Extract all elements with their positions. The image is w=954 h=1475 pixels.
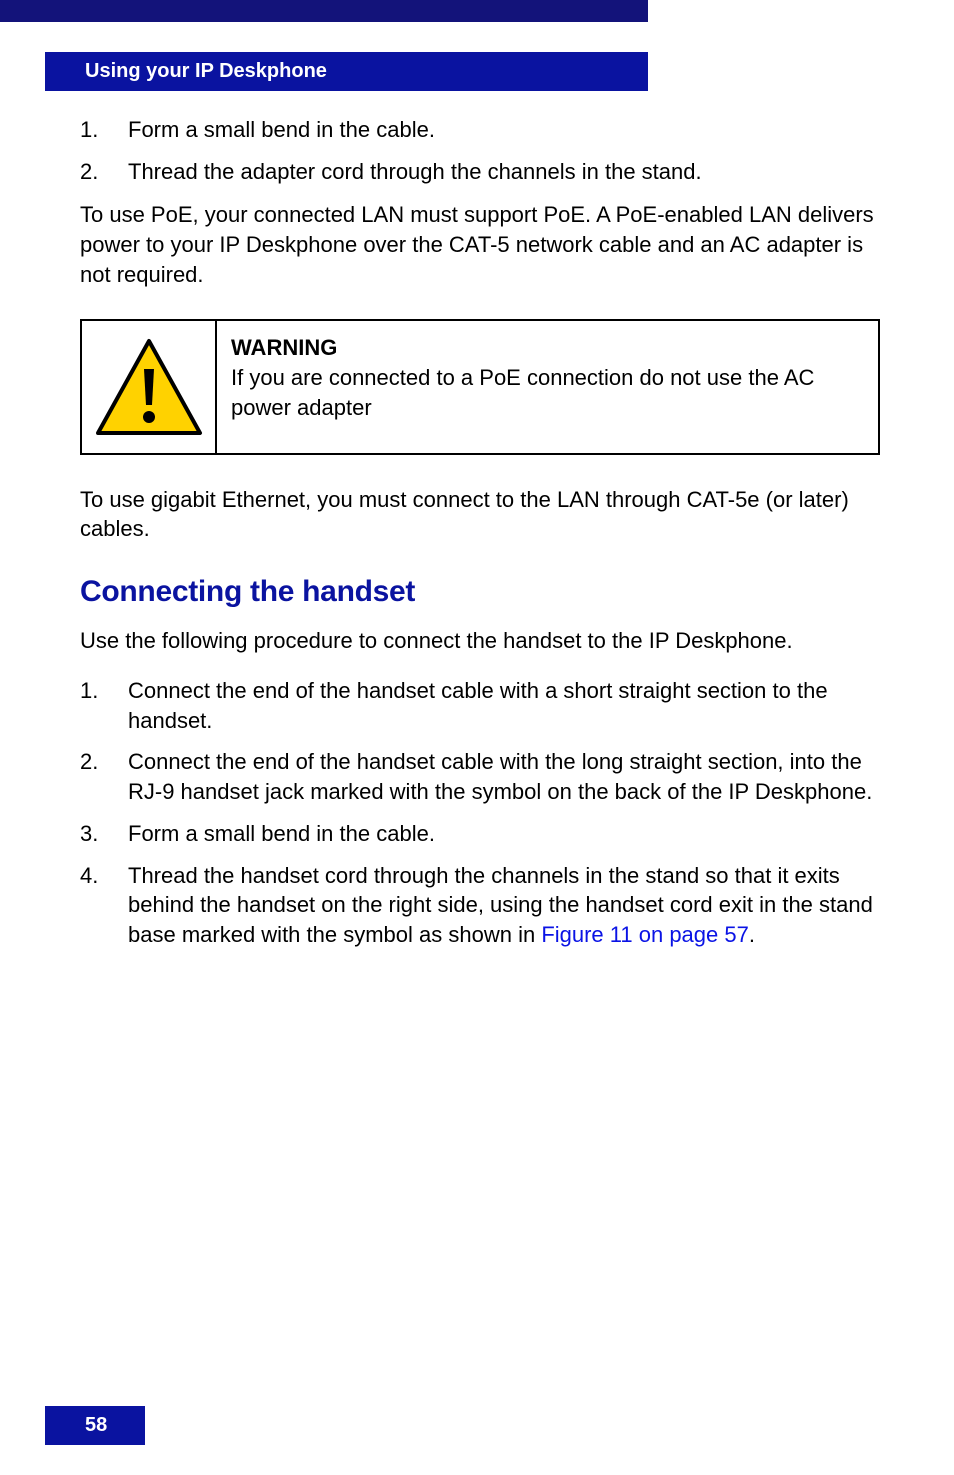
list-text-a: Thread the handset cord through the chan… <box>128 863 873 947</box>
intro-paragraph: Use the following procedure to connect t… <box>80 626 880 656</box>
list-text: Thread the handset cord through the chan… <box>128 863 873 947</box>
figure-link[interactable]: Figure 11 on page 57 <box>541 922 749 947</box>
poe-paragraph: To use PoE, your connected LAN must supp… <box>80 200 880 289</box>
warning-callout: WARNING If you are connected to a PoE co… <box>80 319 880 454</box>
warning-body: If you are connected to a PoE connection… <box>231 363 864 422</box>
list-text: Connect the end of the handset cable wit… <box>128 678 828 733</box>
list-text: Connect the end of the handset cable wit… <box>128 749 872 804</box>
page-content: 1. Form a small bend in the cable. 2. Th… <box>80 115 880 962</box>
list-number: 4. <box>80 861 98 891</box>
list-text: Thread the adapter cord through the chan… <box>128 159 702 184</box>
list-item: 1. Connect the end of the handset cable … <box>80 676 880 735</box>
page-number: 58 <box>85 1414 107 1436</box>
list-number: 2. <box>80 157 98 187</box>
list-text: Form a small bend in the cable. <box>128 821 435 846</box>
warning-text-cell: WARNING If you are connected to a PoE co… <box>217 321 878 452</box>
list-item: 2. Connect the end of the handset cable … <box>80 747 880 806</box>
list-item: 4. Thread the handset cord through the c… <box>80 861 880 950</box>
steps-list-b: 1. Connect the end of the handset cable … <box>80 676 880 950</box>
page-number-bar: 58 <box>45 1406 145 1445</box>
running-header-text: Using your IP Deskphone <box>85 60 327 82</box>
list-text: Form a small bend in the cable. <box>128 117 435 142</box>
list-number: 1. <box>80 676 98 706</box>
list-number: 1. <box>80 115 98 145</box>
warning-title: WARNING <box>231 333 864 363</box>
steps-list-a: 1. Form a small bend in the cable. 2. Th… <box>80 115 880 186</box>
list-number: 2. <box>80 747 98 777</box>
list-number: 3. <box>80 819 98 849</box>
list-item: 3. Form a small bend in the cable. <box>80 819 880 849</box>
warning-icon-cell <box>82 321 217 452</box>
list-item: 1. Form a small bend in the cable. <box>80 115 880 145</box>
list-item: 2. Thread the adapter cord through the c… <box>80 157 880 187</box>
section-heading: Connecting the handset <box>80 572 880 613</box>
warning-icon <box>94 337 204 437</box>
list-text-b: . <box>749 922 755 947</box>
top-stripe <box>0 0 648 22</box>
gigabit-paragraph: To use gigabit Ethernet, you must connec… <box>80 485 880 544</box>
running-header: Using your IP Deskphone <box>45 52 648 91</box>
